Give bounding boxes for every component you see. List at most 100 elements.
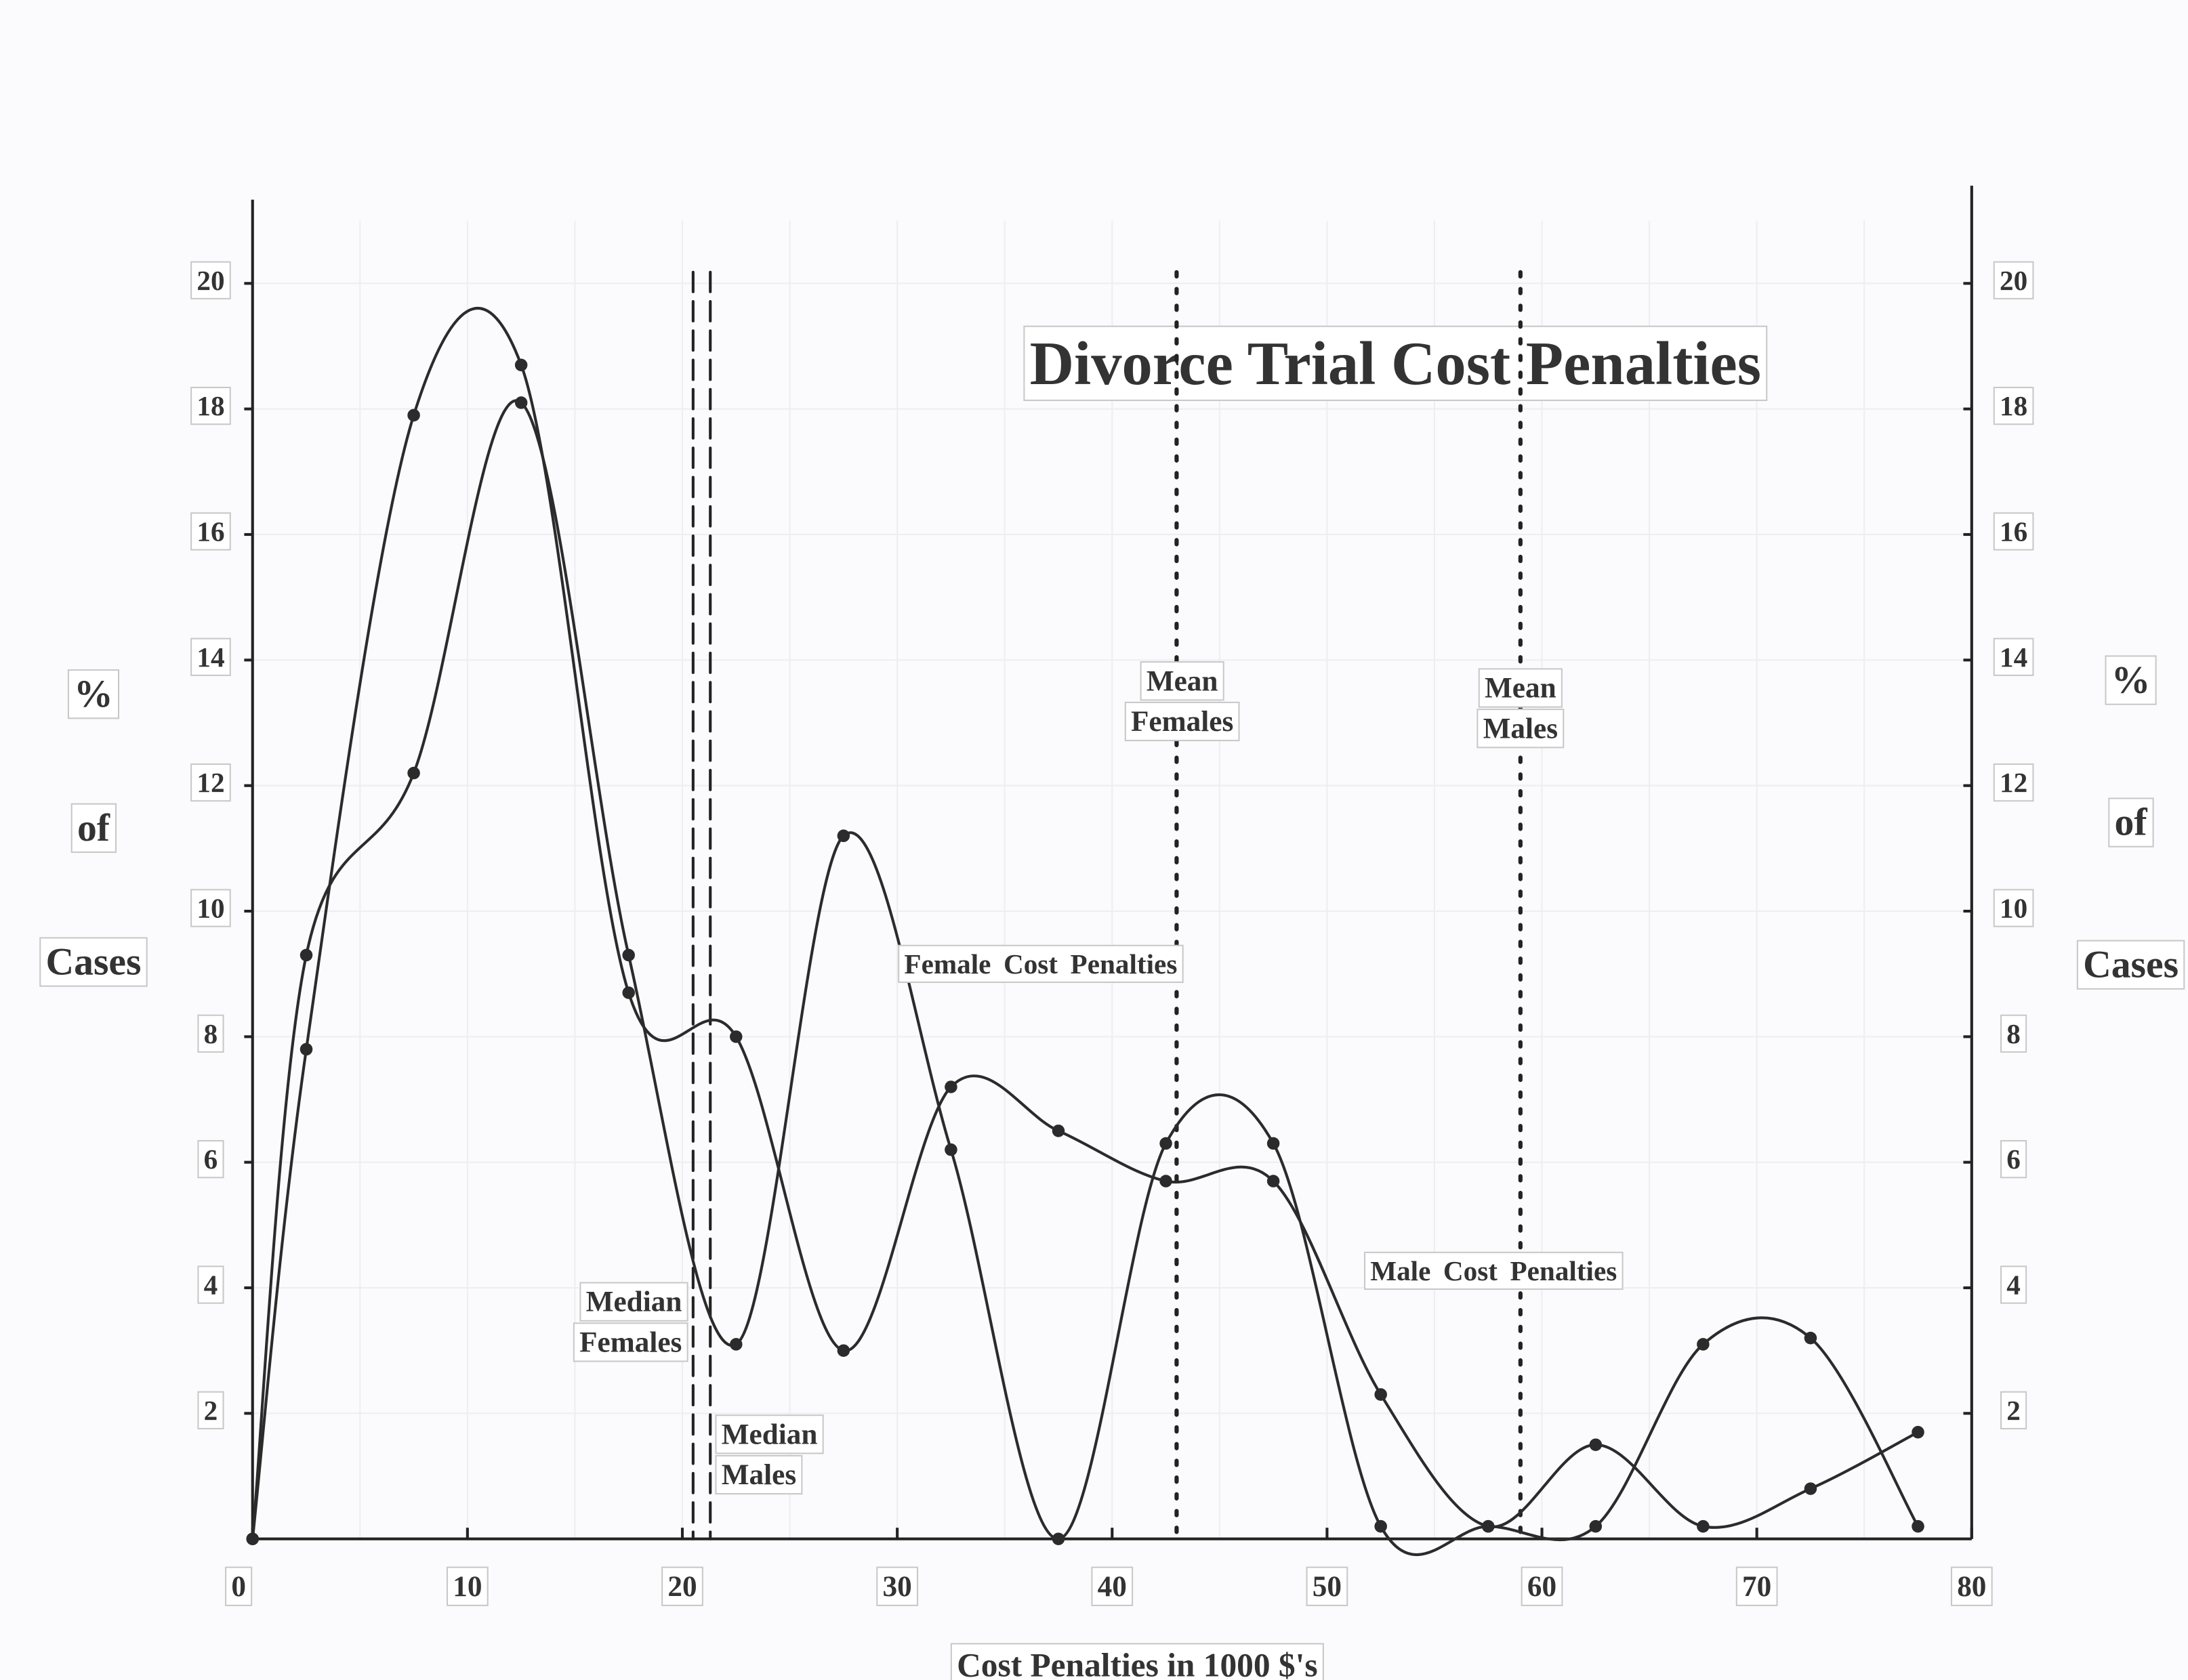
data-point (1589, 1438, 1603, 1451)
reference-label: Mean (1147, 665, 1218, 697)
label-box (1735, 1566, 1778, 1606)
y-tick-label: 12 (197, 767, 224, 798)
series-label: Male Cost Penalties (1370, 1255, 1617, 1286)
data-point (514, 358, 528, 372)
label-box (190, 889, 231, 927)
label-box (197, 1391, 224, 1429)
y-tick-label: 2 (204, 1395, 218, 1426)
label-box (573, 1322, 688, 1362)
label-box (1023, 325, 1768, 401)
label-box (70, 803, 117, 854)
label-box (2108, 797, 2154, 847)
label-box (190, 386, 231, 425)
data-point (1697, 1338, 1710, 1351)
x-tick-label: 70 (1742, 1570, 1771, 1603)
y2-tick-label: 2 (2006, 1395, 2021, 1426)
data-point (1697, 1519, 1710, 1533)
data-point (1374, 1388, 1387, 1401)
label-box (1993, 386, 2034, 425)
y-tick-label: 16 (197, 516, 224, 547)
y-tick-label: 4 (204, 1269, 218, 1300)
data-point (1266, 1137, 1280, 1150)
data-point (246, 1532, 260, 1545)
y-tick-label: 6 (204, 1143, 218, 1175)
data-point (407, 408, 420, 422)
label-box (898, 944, 1184, 983)
data-point (730, 1338, 743, 1351)
label-box (190, 512, 231, 551)
data-point (1912, 1425, 1924, 1439)
y2-tick-label: 10 (2000, 892, 2027, 923)
label-box (2105, 655, 2157, 705)
y-tick-label: 8 (204, 1018, 218, 1049)
data-point (622, 948, 635, 962)
x-tick-label: 20 (667, 1570, 697, 1603)
data-point (407, 766, 420, 780)
label-box (190, 763, 231, 802)
label-box (715, 1454, 803, 1495)
data-point (945, 1143, 957, 1156)
label-box (446, 1566, 489, 1606)
label-box (1993, 261, 2034, 299)
label-box (1091, 1566, 1134, 1606)
label-box (1363, 1251, 1624, 1290)
data-point (837, 1344, 850, 1357)
label-box (2076, 940, 2185, 990)
label-box (715, 1414, 824, 1454)
reference-label: Median (586, 1286, 682, 1318)
x-tick-label: 40 (1098, 1570, 1127, 1603)
reference-label: Median (722, 1418, 818, 1450)
label-box (1950, 1566, 1993, 1606)
series-line (251, 399, 1920, 1557)
x-tick-label: 50 (1313, 1570, 1342, 1603)
data-point (945, 1080, 957, 1093)
reference-label: Males (1483, 712, 1558, 744)
label-box (1521, 1566, 1563, 1606)
label-box (225, 1566, 253, 1606)
label-box (950, 1643, 1324, 1680)
x-tick-label: 10 (453, 1570, 482, 1603)
data-point (300, 948, 313, 962)
y2-tick-label: 8 (2006, 1018, 2021, 1049)
label-box (190, 637, 231, 676)
label-box (2000, 1391, 2027, 1429)
y-axis-label: of (77, 807, 110, 849)
data-point (1804, 1482, 1817, 1495)
x-axis-label: Cost Penalties in 1000 $'s (957, 1647, 1318, 1680)
label-box (1993, 512, 2034, 551)
label-box (1993, 889, 2034, 927)
label-box (1140, 661, 1224, 701)
label-box (661, 1566, 703, 1606)
y-tick-label: 20 (197, 265, 224, 296)
label-box (1478, 668, 1563, 708)
data-point (1912, 1519, 1924, 1533)
reference-label: Females (1131, 705, 1233, 738)
y2-axis-label: of (2115, 801, 2148, 844)
series-line (251, 306, 1919, 1539)
label-box (197, 1014, 224, 1053)
y2-tick-label: 20 (2000, 265, 2027, 296)
y-tick-label: 14 (197, 642, 224, 673)
data-point (622, 986, 635, 999)
y-tick-label: 10 (197, 892, 224, 923)
data-point (300, 1043, 313, 1056)
label-box (1124, 701, 1240, 742)
data-point (1266, 1175, 1280, 1188)
data-point (1374, 1519, 1387, 1533)
y2-tick-label: 12 (2000, 767, 2027, 798)
reference-label: Males (722, 1458, 796, 1491)
y2-tick-label: 6 (2006, 1143, 2021, 1175)
label-box (1306, 1566, 1348, 1606)
label-box (2000, 1014, 2027, 1053)
data-point (730, 1030, 743, 1043)
reference-label: Females (579, 1326, 682, 1358)
x-tick-label: 30 (883, 1570, 912, 1603)
y2-axis-label: Cases (2083, 944, 2179, 986)
y2-tick-label: 14 (2000, 642, 2027, 673)
reference-label: Mean (1485, 672, 1556, 705)
label-box (197, 1265, 224, 1304)
y2-axis-label: % (2111, 659, 2151, 702)
data-point (1589, 1519, 1603, 1533)
